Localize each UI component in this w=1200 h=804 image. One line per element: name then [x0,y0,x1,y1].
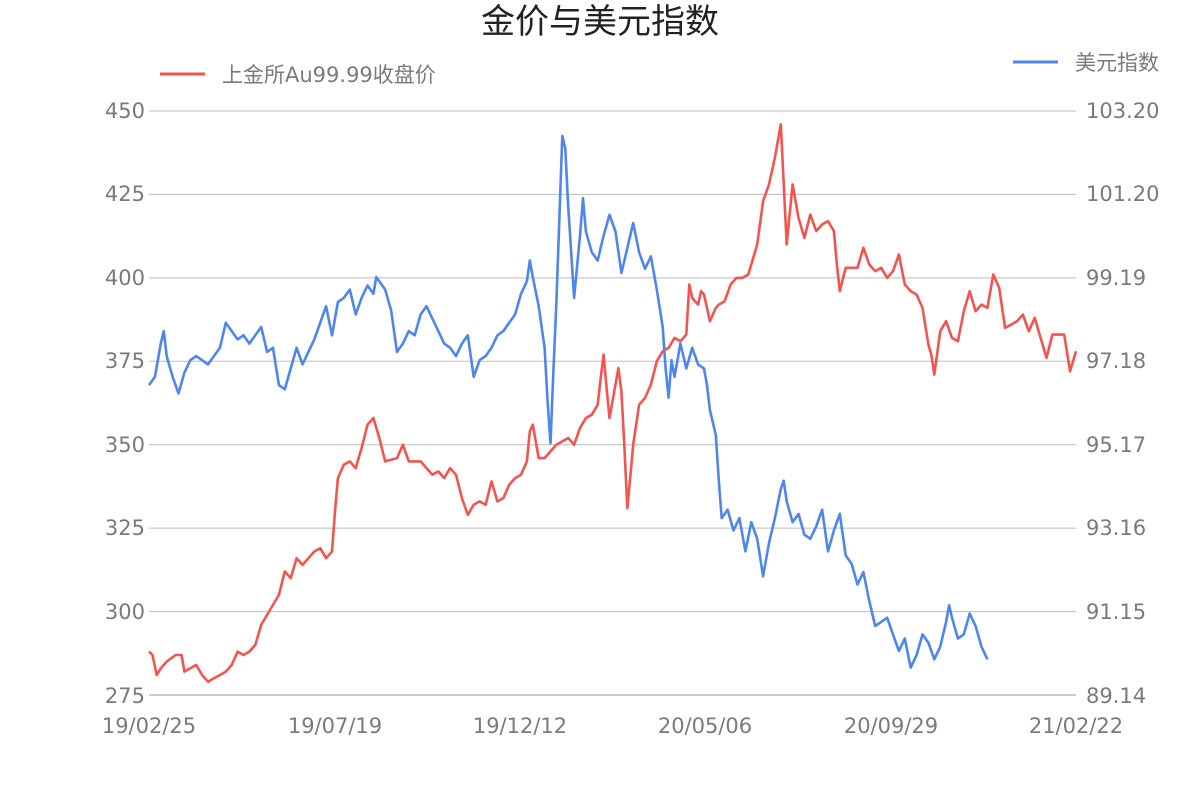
right-tick-label: 95.17 [1086,433,1146,457]
left-tick-label: 300 [105,600,145,624]
x-tick-label: 20/05/06 [658,714,752,738]
legend: 上金所Au99.99收盘价 美元指数 [160,51,1159,87]
left-axis: 450 425 400 375 350 325 300 275 [105,99,145,708]
left-tick-label: 275 [105,684,145,708]
right-tick-label: 103.20 [1086,99,1159,123]
right-tick-label: 89.14 [1086,684,1146,708]
right-tick-label: 101.20 [1086,182,1159,206]
left-tick-label: 350 [105,433,145,457]
right-tick-label: 99.19 [1086,266,1146,290]
left-tick-label: 325 [105,516,145,540]
series-layer [147,123,1078,683]
x-axis: 19/02/25 19/07/19 19/12/12 20/05/06 20/0… [102,714,1123,738]
left-tick-label: 375 [105,349,145,373]
gold-price-line [148,123,1078,683]
x-tick-label: 21/02/22 [1029,714,1123,738]
left-tick-label: 425 [105,182,145,206]
right-tick-label: 97.18 [1086,349,1146,373]
legend-usd-label: 美元指数 [1075,51,1159,75]
legend-gold-label: 上金所Au99.99收盘价 [222,63,436,87]
x-tick-label: 19/02/25 [102,714,196,738]
chart-title: 金价与美元指数 [481,2,719,42]
usd-index-line [147,134,989,669]
left-tick-label: 400 [105,266,145,290]
right-tick-label: 91.15 [1086,600,1146,624]
x-tick-label: 19/12/12 [473,714,567,738]
left-tick-label: 450 [105,99,145,123]
right-tick-label: 93.16 [1086,516,1146,540]
right-axis: 103.20 101.20 99.19 97.18 95.17 93.16 91… [1086,99,1159,708]
x-tick-label: 19/07/19 [288,714,382,738]
x-tick-label: 20/09/29 [844,714,938,738]
